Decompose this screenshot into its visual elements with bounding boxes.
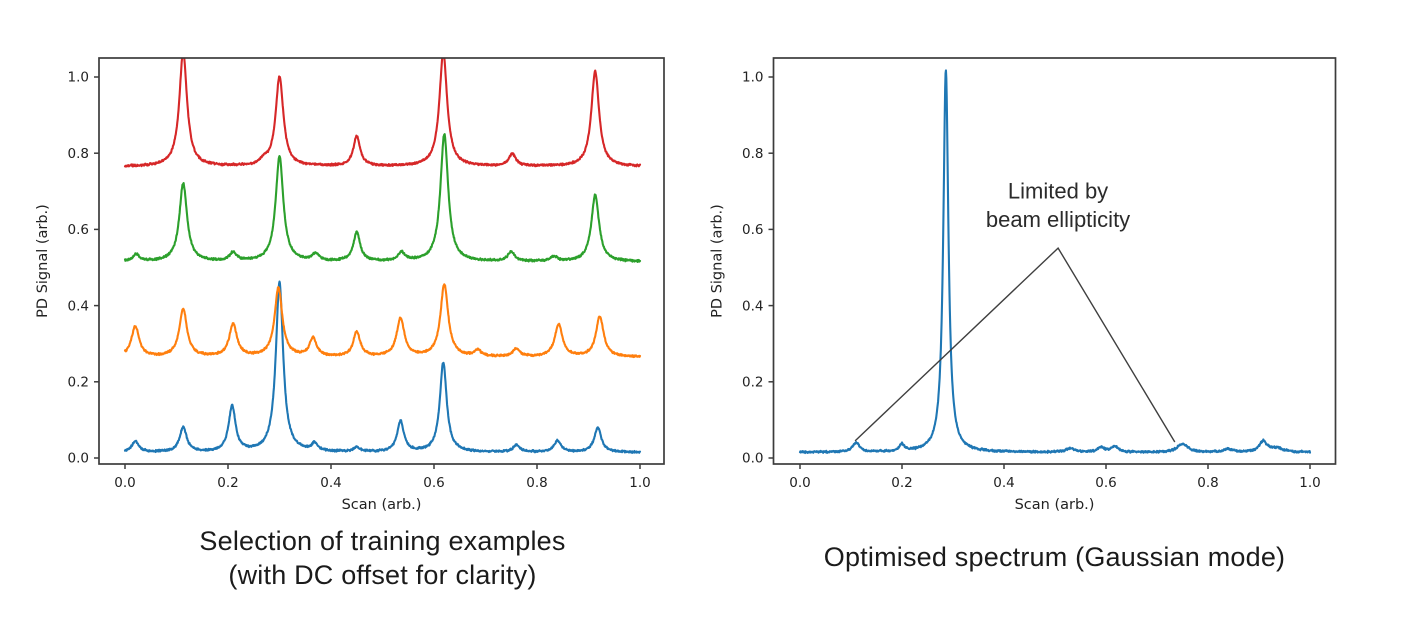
x-tick-label: 0.6: [1095, 475, 1116, 491]
training-examples-caption: Selection of training examples (with DC …: [99, 524, 666, 592]
x-tick-label: 0.4: [320, 475, 341, 491]
optimised-spectrum-caption: Optimised spectrum (Gaussian mode): [773, 540, 1336, 574]
x-tick-label: 0.8: [1197, 475, 1218, 491]
x-tick-label: 0.4: [993, 475, 1014, 491]
x-tick-label: 1.0: [629, 475, 650, 491]
annotation-text-line: Limited by: [1008, 178, 1108, 203]
caption-line-1: Selection of training examples: [199, 526, 566, 556]
y-tick-label: 0.6: [68, 222, 89, 238]
x-axis-label: Scan (arb.): [1015, 497, 1095, 513]
figure-training-examples: 0.0 0.2 0.4 0.6 0.8 1.0 0.0 0.2 0.4 0.6 0.8 1.0 Scan…: [35, 57, 666, 592]
figure-optimised-spectrum: 0.0 0.2 0.4 0.6 0.8 1.0 0.0 0.2 0.4 0.6 0.8 1.0 Scan…: [707, 0, 1414, 618]
y-tick-label: 0.0: [742, 451, 763, 467]
annotation-pointer-lines: [854, 246, 1176, 443]
training-examples-plot: 0.0 0.2 0.4 0.6 0.8 1.0 0.0 0.2 0.4 0.6 0.8 1.0 Scan…: [35, 57, 665, 513]
x-tick-label: 0.2: [891, 475, 912, 491]
y-tick-label: 0.6: [742, 222, 763, 238]
annotation-text-line: beam ellipticity: [986, 207, 1130, 232]
y-tick-label: 0.8: [742, 146, 763, 162]
y-tick-label: 0.0: [68, 451, 89, 467]
y-tick-label: 1.0: [742, 70, 763, 86]
axes-frame: [98, 57, 665, 465]
y-tick-label: 1.0: [68, 70, 89, 86]
y-axis-label: PD Signal (arb.): [35, 204, 51, 318]
x-tick-label: 0.6: [423, 475, 444, 491]
x-tick-label: 0.0: [789, 475, 810, 491]
y-tick-label: 0.4: [68, 298, 89, 314]
y-axis-label: PD Signal (arb.): [710, 204, 726, 318]
caption-line-2: (with DC offset for clarity): [228, 560, 537, 590]
y-tick-label: 0.2: [68, 375, 89, 391]
x-tick-label: 0.2: [217, 475, 238, 491]
optimised-spectrum-trace: [798, 69, 1312, 455]
optimised-spectrum-plot: 0.0 0.2 0.4 0.6 0.8 1.0 0.0 0.2 0.4 0.6 0.8 1.0 Scan…: [710, 57, 1337, 513]
x-tick-label: 1.0: [1299, 475, 1320, 491]
caption-line-1: Optimised spectrum (Gaussian mode): [823, 542, 1286, 572]
x-tick-label: 0.8: [526, 475, 547, 491]
y-tick-label: 0.8: [68, 146, 89, 162]
y-tick-label: 0.2: [742, 375, 763, 391]
x-axis-label: Scan (arb.): [342, 497, 422, 513]
x-tick-label: 0.0: [114, 475, 135, 491]
training-trace-1-trace: [123, 280, 642, 454]
axes-frame: [772, 57, 1337, 465]
y-tick-label: 0.4: [742, 298, 763, 314]
training-trace-4-trace: [123, 58, 642, 168]
training-trace-2-trace: [123, 283, 642, 359]
training-trace-3-trace: [123, 133, 642, 263]
